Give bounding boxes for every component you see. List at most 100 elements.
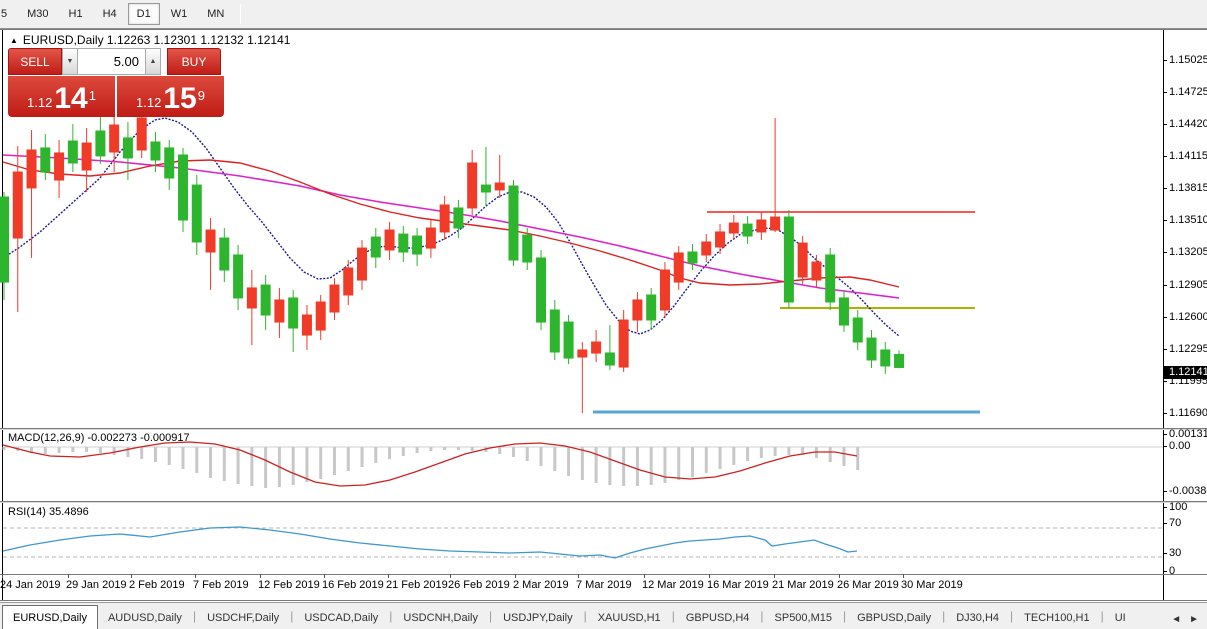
candle-body	[95, 130, 106, 157]
bid-prefix: 1.12	[27, 95, 53, 110]
candle-body	[274, 299, 285, 323]
tab-usdjpy-daily[interactable]: USDJPY,Daily	[503, 612, 573, 624]
candle-body	[632, 299, 643, 321]
candle-body	[0, 196, 9, 283]
tab-xauusd-h1[interactable]: XAUUSD,H1	[597, 612, 661, 624]
tab-scroll-right-icon[interactable]: ►	[1189, 614, 1199, 625]
candle-body	[728, 222, 739, 234]
candle-body	[40, 147, 51, 173]
candle-body	[288, 297, 299, 329]
tab-tech100-h1[interactable]: TECH100,H1	[1024, 612, 1090, 624]
tab-scroll-left-icon[interactable]: ◄	[1171, 614, 1182, 625]
pane-separator[interactable]	[0, 428, 1207, 429]
candle-body	[563, 321, 574, 359]
candle-body	[343, 267, 354, 296]
timeframe-button-w1[interactable]: W1	[170, 8, 188, 20]
price-axis-tick	[1163, 285, 1167, 286]
timeframe-button-h4[interactable]: H4	[102, 8, 117, 20]
price-axis-tick	[1163, 252, 1167, 253]
candle-body	[866, 337, 877, 361]
price-axis-label: 1.11690	[1169, 407, 1207, 419]
candle-body	[191, 184, 202, 243]
price-axis-tick	[1163, 349, 1167, 350]
ask-quote-panel[interactable]: 1.12 15 9	[117, 76, 224, 117]
tab-ui[interactable]: UI	[1114, 612, 1126, 624]
volume-decrease-button[interactable]: ▼	[62, 48, 78, 75]
candle-body	[439, 204, 450, 233]
candle-body	[811, 261, 822, 281]
sell-button[interactable]: SELL	[8, 48, 62, 75]
timeframe-button-m30[interactable]: M30	[27, 8, 49, 20]
tab-gbpusd-daily[interactable]: GBPUSD,Daily	[857, 612, 932, 624]
tab-divider: |	[290, 609, 294, 623]
date-axis-label: 12 Feb 2019	[258, 579, 320, 591]
bid-quote-panel[interactable]: 1.12 14 1	[8, 76, 115, 117]
candle-body	[604, 352, 615, 366]
tab-audusd-daily[interactable]: AUDUSD,Daily	[107, 612, 182, 624]
date-axis-label: 16 Mar 2019	[707, 579, 769, 591]
tab-usdcad-daily[interactable]: USDCAD,Daily	[304, 612, 379, 624]
candle-body	[618, 319, 629, 368]
tab-divider: |	[583, 609, 587, 623]
date-axis-tick	[388, 574, 389, 578]
rsi-label: RSI(14) 35.4896	[8, 506, 89, 518]
candle-body	[109, 124, 120, 153]
price-axis-label: 1.12600	[1169, 311, 1207, 323]
date-axis-tick	[131, 574, 132, 578]
date-axis-label: 21 Feb 2019	[386, 579, 448, 591]
ask-prefix: 1.12	[136, 95, 162, 110]
price-axis-tick	[1163, 220, 1167, 221]
tab-dj30-h4[interactable]: DJ30,H4	[956, 612, 1000, 624]
collapse-triangle-icon[interactable]: ▲	[10, 35, 18, 45]
date-axis-tick	[839, 574, 840, 578]
tab-usdcnh-daily[interactable]: USDCNH,Daily	[403, 612, 478, 624]
timeframe-button-5[interactable]: 5	[1, 8, 8, 20]
chart-frame-left	[2, 29, 3, 601]
timeframe-button-mn[interactable]: MN	[207, 8, 225, 20]
tab-sp500-m15[interactable]: SP500,M15	[774, 612, 832, 624]
date-axis-tick	[578, 574, 579, 578]
candle-body	[384, 229, 395, 251]
indicator-axis-tick	[1163, 553, 1167, 554]
date-axis-tick	[324, 574, 325, 578]
date-axis-label: 26 Mar 2019	[837, 579, 899, 591]
candle-body	[659, 269, 670, 311]
candle-body	[742, 223, 753, 237]
candle-body	[770, 216, 781, 231]
candle-body	[508, 185, 519, 261]
candle-body	[315, 301, 326, 331]
candle-body	[536, 257, 547, 323]
price-axis-tick	[1163, 60, 1167, 61]
volume-input[interactable]: 5.00	[78, 48, 145, 75]
tab-divider: |	[671, 609, 675, 623]
date-axis-tick	[2, 574, 3, 578]
timeframe-button-d1[interactable]: D1	[127, 3, 160, 25]
candle-body	[122, 137, 133, 159]
volume-increase-button[interactable]: ▲	[145, 48, 161, 75]
pane-separator[interactable]	[0, 501, 1207, 502]
price-axis-tick	[1163, 413, 1167, 414]
price-axis-tick	[1163, 381, 1167, 382]
tab-usdchf-daily[interactable]: USDCHF,Daily	[207, 612, 280, 624]
chart-window[interactable]	[0, 29, 1207, 601]
candle-body	[480, 184, 491, 193]
tab-gbpusd-h4[interactable]: GBPUSD,H4	[685, 612, 750, 624]
indicator-axis-tick	[1163, 523, 1167, 524]
candle-body	[219, 237, 230, 271]
candle-body	[26, 149, 37, 189]
indicator-axis-label: 30	[1169, 547, 1182, 559]
date-axis-tick	[709, 574, 710, 578]
candle-body	[412, 235, 423, 255]
price-axis-label: 1.13815	[1169, 182, 1207, 194]
date-axis-label: 2 Feb 2019	[129, 579, 185, 591]
candle-body	[246, 287, 257, 309]
timeframe-button-h1[interactable]: H1	[68, 8, 83, 20]
indicator-axis-tick	[1163, 491, 1167, 492]
tab-divider: |	[843, 609, 847, 623]
tab-eurusd-daily[interactable]: EURUSD,Daily	[2, 605, 98, 629]
indicator-axis-label: 0.001313	[1169, 428, 1207, 440]
candle-body	[136, 117, 147, 151]
buy-button[interactable]: BUY	[167, 48, 221, 75]
price-axis-label: 1.14725	[1169, 86, 1207, 98]
